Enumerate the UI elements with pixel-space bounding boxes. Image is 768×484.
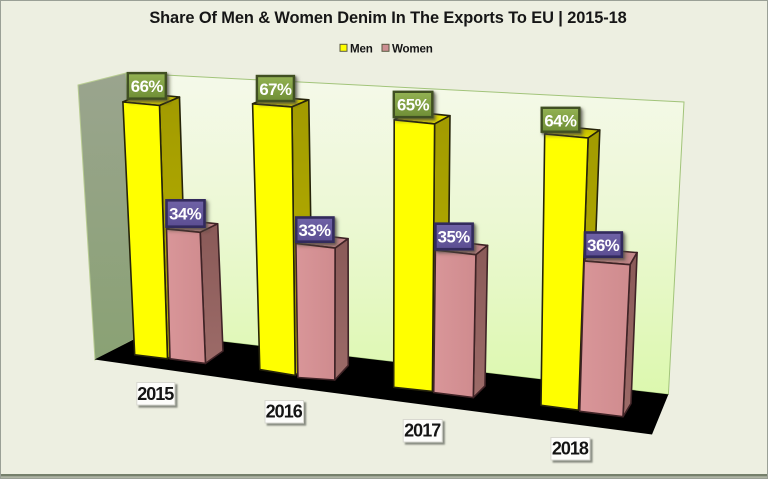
svg-text:Women: Women	[392, 42, 433, 55]
svg-text:33%: 33%	[298, 221, 331, 240]
svg-text:Share Of Men & Women Denim In: Share Of Men & Women Denim In The Export…	[149, 9, 626, 27]
svg-text:67%: 67%	[259, 80, 292, 99]
svg-text:65%: 65%	[397, 96, 430, 115]
svg-text:66%: 66%	[131, 77, 164, 96]
svg-text:36%: 36%	[587, 236, 620, 255]
svg-text:2016: 2016	[266, 402, 303, 422]
svg-text:2017: 2017	[404, 421, 441, 441]
svg-text:Men: Men	[350, 42, 373, 55]
svg-text:64%: 64%	[544, 111, 577, 130]
svg-text:2015: 2015	[137, 384, 174, 404]
svg-text:35%: 35%	[438, 228, 471, 247]
svg-text:34%: 34%	[169, 204, 202, 223]
svg-text:2018: 2018	[552, 439, 589, 459]
